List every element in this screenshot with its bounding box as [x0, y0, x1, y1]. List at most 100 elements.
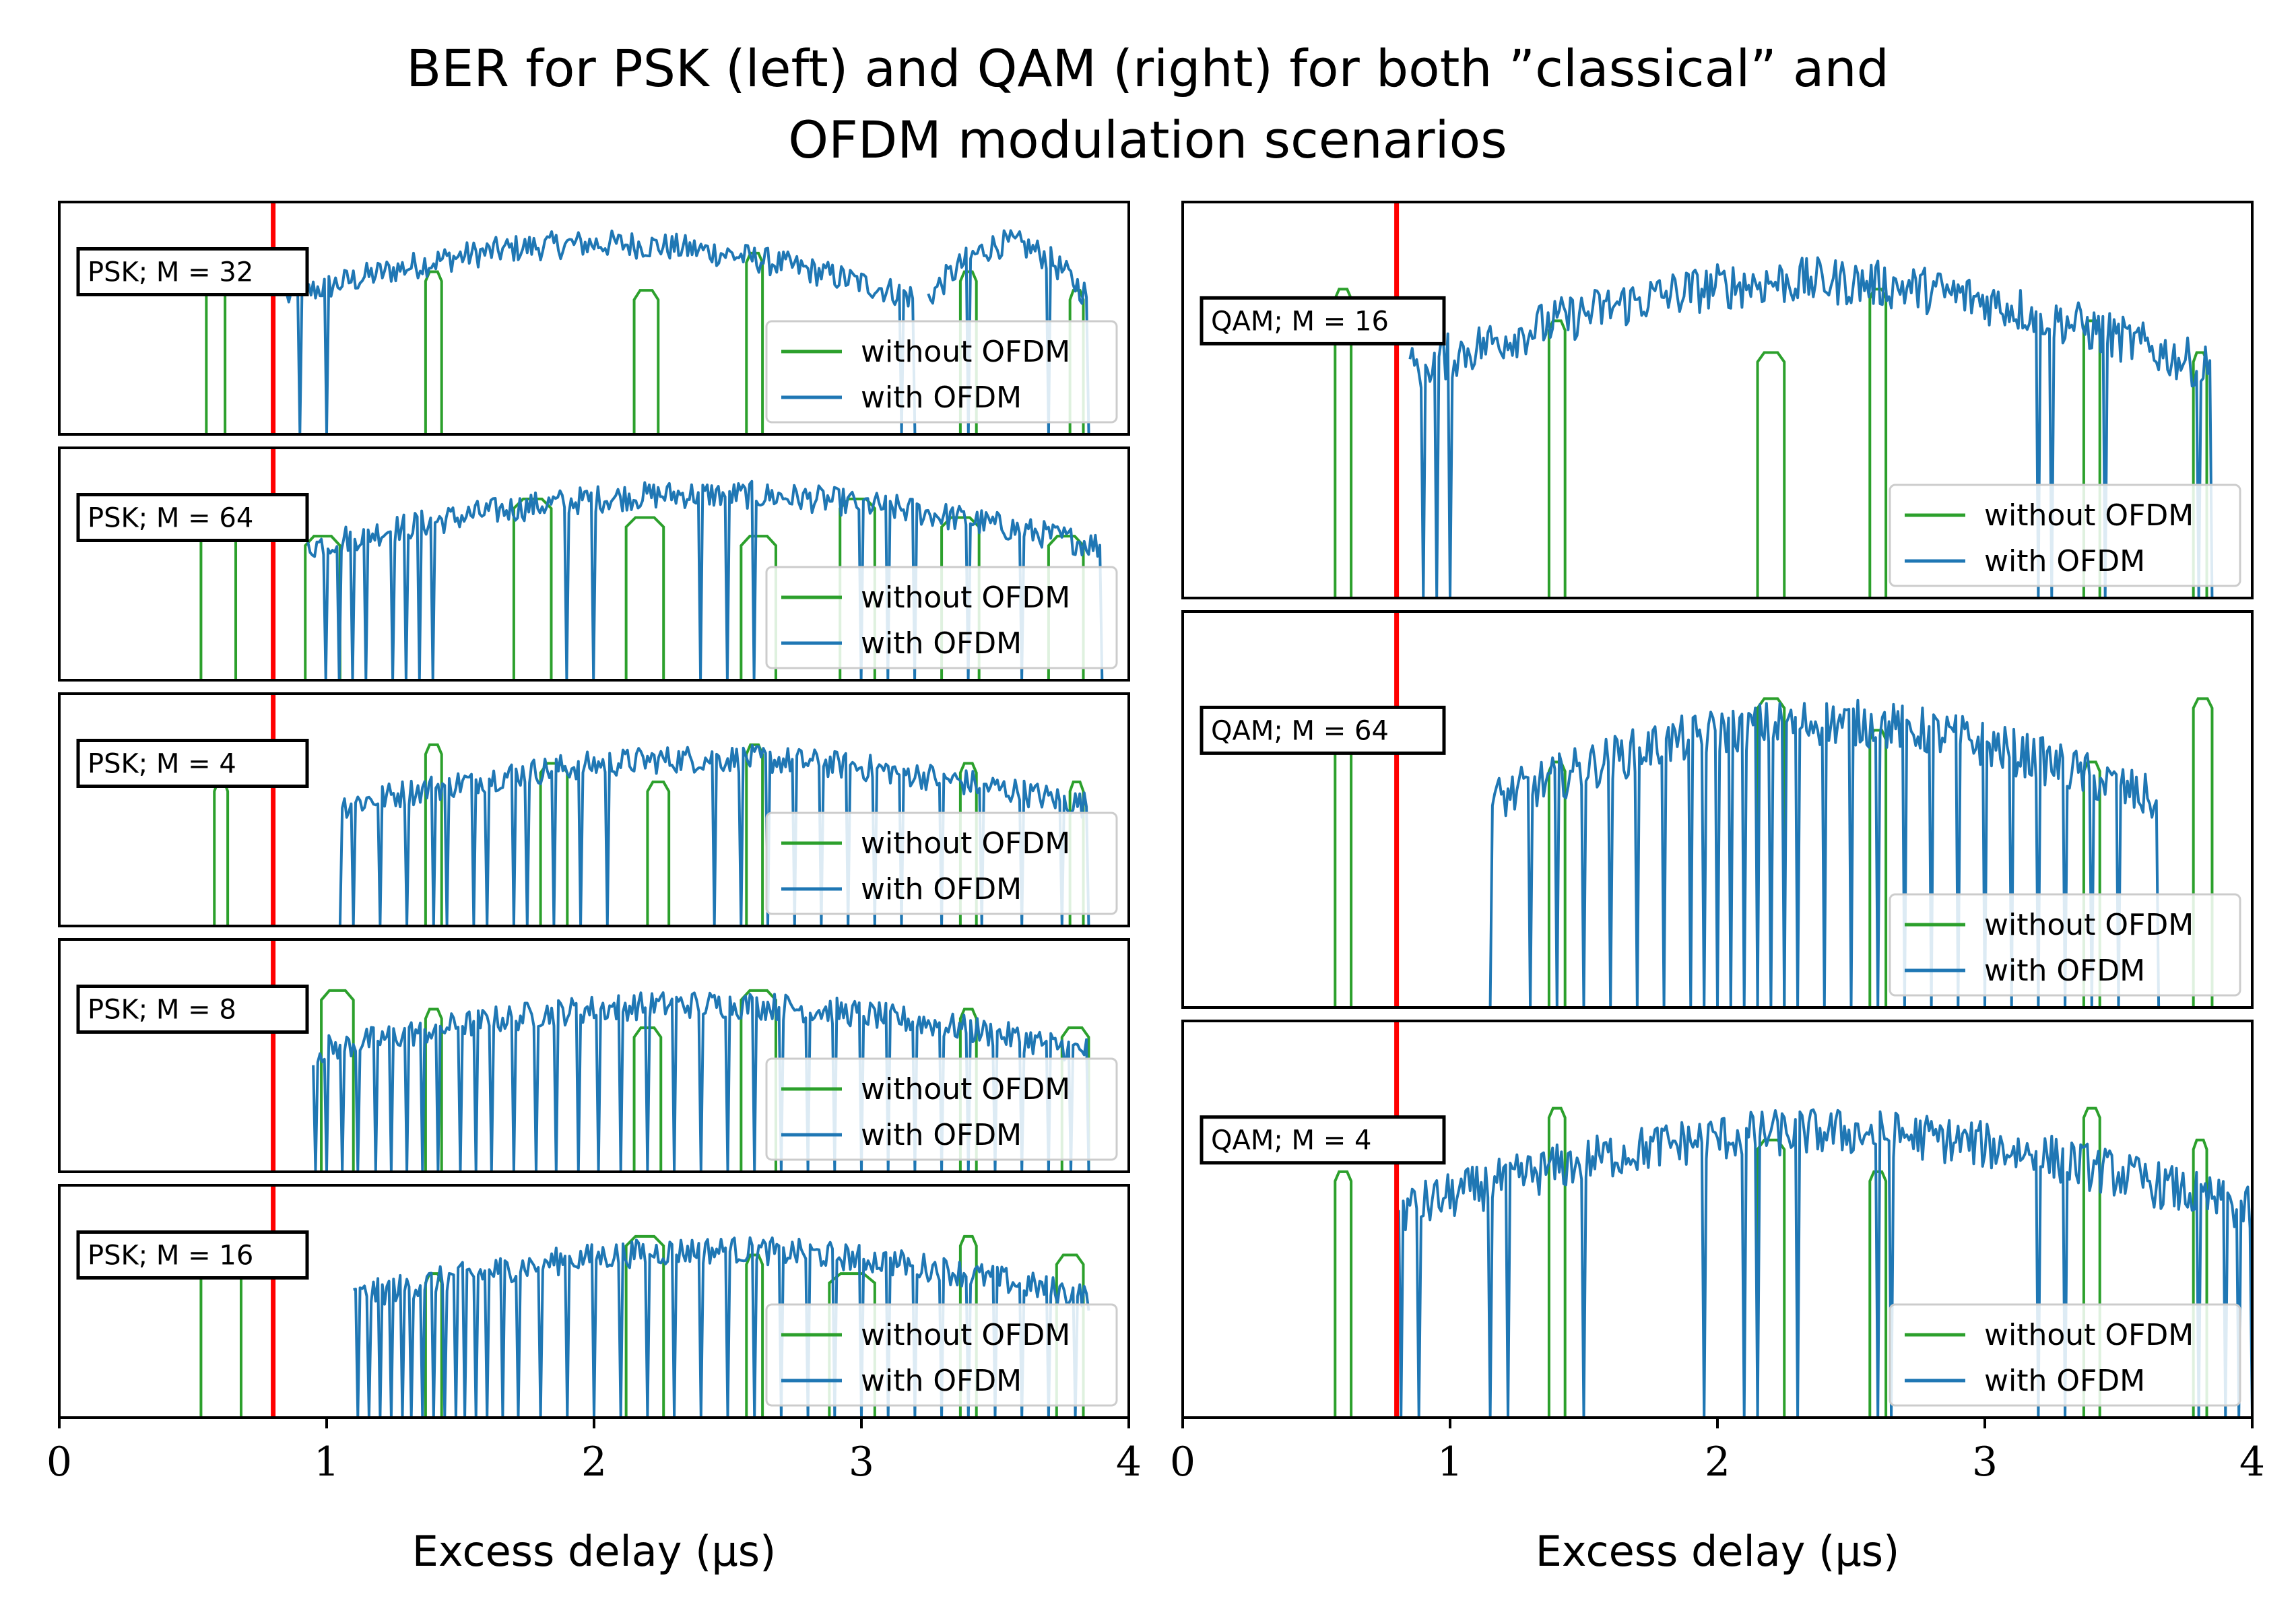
without-ofdm-peak: [1334, 729, 1353, 1006]
without-ofdm-peak: [839, 497, 876, 679]
legend-label-with-ofdm: with OFDM: [861, 381, 1022, 415]
without-ofdm-peak: [745, 1253, 764, 1416]
legend: without OFDM with OFDM: [765, 1303, 1118, 1407]
with-ofdm-trace: [1408, 256, 2214, 598]
x-axis-right: 0 1 2 3 4 Excess delay (μs): [1170, 1418, 2265, 1576]
panel-label-box: [76, 1230, 309, 1280]
legend: without OFDM with OFDM: [1889, 1303, 2241, 1407]
panel-label-box: [1200, 1115, 1446, 1165]
panel-right-1: QAM; M = 64 without OFDM with OFDM: [1181, 610, 2254, 1009]
without-ofdm-peak: [646, 781, 671, 925]
panel-label: PSK; M = 4: [88, 749, 236, 780]
without-ofdm-peak: [624, 1234, 665, 1416]
without-ofdm-peak: [1547, 760, 1567, 1006]
panel-left-3: PSK; M = 8 without OFDM with OFDM: [58, 938, 1130, 1173]
legend-label-without-ofdm: without OFDM: [861, 1318, 1070, 1352]
panel-label: PSK; M = 8: [88, 995, 236, 1026]
panel-label: QAM; M = 4: [1211, 1125, 1371, 1156]
without-ofdm-peak: [424, 270, 443, 433]
legend: without OFDM with OFDM: [1889, 893, 2241, 997]
panel-left-2: PSK; M = 4 without OFDM with OFDM: [58, 692, 1130, 927]
panel-label: PSK; M = 16: [88, 1240, 253, 1271]
without-ofdm-peak: [1756, 697, 1786, 1006]
panel-label: QAM; M = 64: [1211, 715, 1389, 746]
panel-frame: [58, 938, 1130, 1173]
panel-left-0: PSK; M = 32 without OFDM with OFDM: [58, 201, 1130, 436]
panel-frame: [58, 201, 1130, 436]
chart-title-line2: OFDM modulation scenarios: [788, 110, 1507, 170]
x-axis-label: Excess delay (μs): [412, 1527, 777, 1576]
x-tick-label: 1: [314, 1438, 339, 1486]
panel-label-box: [76, 493, 309, 542]
legend-label-with-ofdm: with OFDM: [861, 1364, 1022, 1398]
panel-label: PSK; M = 64: [88, 503, 253, 534]
x-tick-label: 3: [1972, 1438, 1998, 1486]
panel-right-0: QAM; M = 16 without OFDM with OFDM: [1181, 201, 2254, 599]
legend-label-with-ofdm: with OFDM: [861, 1118, 1022, 1152]
x-tick-label: 3: [849, 1438, 874, 1486]
without-ofdm-peak: [1868, 1170, 1888, 1416]
without-ofdm-peak: [1868, 729, 1888, 1006]
x-tick-label: 0: [1170, 1438, 1195, 1486]
legend-label-with-ofdm: with OFDM: [1984, 954, 2145, 988]
without-ofdm-peak: [1756, 1138, 1786, 1416]
chart-title-line1: BER for PSK (left) and QAM (right) for b…: [406, 38, 1889, 98]
legend: without OFDM with OFDM: [765, 566, 1118, 669]
panel-label: QAM; M = 16: [1211, 306, 1389, 337]
panel-label-box: [1200, 296, 1446, 345]
without-ofdm-peak: [745, 743, 764, 925]
with-ofdm-trace: [1395, 1108, 2252, 1418]
legend-label-without-ofdm: without OFDM: [861, 581, 1070, 615]
plot-area: [1334, 256, 2214, 598]
x-tick-label: 4: [1116, 1438, 1142, 1486]
without-ofdm-peak: [958, 1007, 978, 1170]
without-ofdm-peak: [1756, 351, 1786, 597]
panel-right-2: QAM; M = 4 without OFDM with OFDM: [1181, 1020, 2254, 1419]
without-ofdm-peak: [745, 251, 764, 433]
without-ofdm-peak: [1547, 319, 1567, 597]
legend: without OFDM with OFDM: [765, 812, 1118, 915]
without-ofdm-peak: [539, 762, 569, 925]
panel-frame: [1181, 201, 2254, 599]
panel-left-4: PSK; M = 16 without OFDM with OFDM: [58, 1184, 1130, 1419]
x-axis-left: 0 1 2 3 4 Excess delay (μs): [46, 1418, 1142, 1576]
with-ofdm-trace: [927, 229, 1090, 434]
panel-label-box: [1200, 705, 1446, 755]
with-ofdm-trace: [285, 229, 917, 434]
without-ofdm-peak: [2082, 319, 2101, 597]
legend-label-without-ofdm: without OFDM: [1984, 908, 2194, 942]
without-ofdm-peak: [320, 989, 355, 1170]
legend: without OFDM with OFDM: [765, 320, 1118, 424]
panel-label-box: [76, 739, 309, 788]
panel-frame: [58, 446, 1130, 682]
without-ofdm-peak: [740, 989, 777, 1170]
legend-label-without-ofdm: without OFDM: [1984, 1318, 2194, 1352]
x-tick-label: 1: [1437, 1438, 1463, 1486]
without-ofdm-peak: [624, 516, 665, 679]
without-ofdm-peak: [958, 762, 978, 925]
x-axis-label: Excess delay (μs): [1536, 1527, 1900, 1576]
without-ofdm-peak: [1334, 1170, 1353, 1416]
legend-label-without-ofdm: without OFDM: [861, 335, 1070, 369]
legend-label-with-ofdm: with OFDM: [861, 626, 1022, 661]
without-ofdm-peak: [958, 270, 978, 433]
legend: without OFDM with OFDM: [1889, 484, 2241, 587]
without-ofdm-peak: [2192, 351, 2208, 597]
x-tick-label: 4: [2239, 1438, 2265, 1486]
legend-label-with-ofdm: with OFDM: [861, 872, 1022, 906]
without-ofdm-peak: [632, 289, 660, 433]
legend-label-with-ofdm: with OFDM: [1984, 1364, 2145, 1398]
without-ofdm-peak: [940, 516, 981, 679]
panel-frame: [1181, 610, 2254, 1009]
panel-label: PSK; M = 32: [88, 257, 253, 288]
x-axes-layer: 0 1 2 3 4 Excess delay (μs) 0 1 2 3 4 Excess delay …: [46, 1418, 2265, 1576]
without-ofdm-peak: [632, 1026, 663, 1170]
x-tick-label: 2: [581, 1438, 607, 1486]
legend-label-without-ofdm: without OFDM: [861, 1072, 1070, 1106]
legend-label-with-ofdm: with OFDM: [1984, 544, 2145, 578]
x-tick-label: 2: [1705, 1438, 1730, 1486]
without-ofdm-peak: [1868, 288, 1888, 597]
panel-label-box: [76, 985, 309, 1034]
panel-label-box: [76, 247, 309, 296]
